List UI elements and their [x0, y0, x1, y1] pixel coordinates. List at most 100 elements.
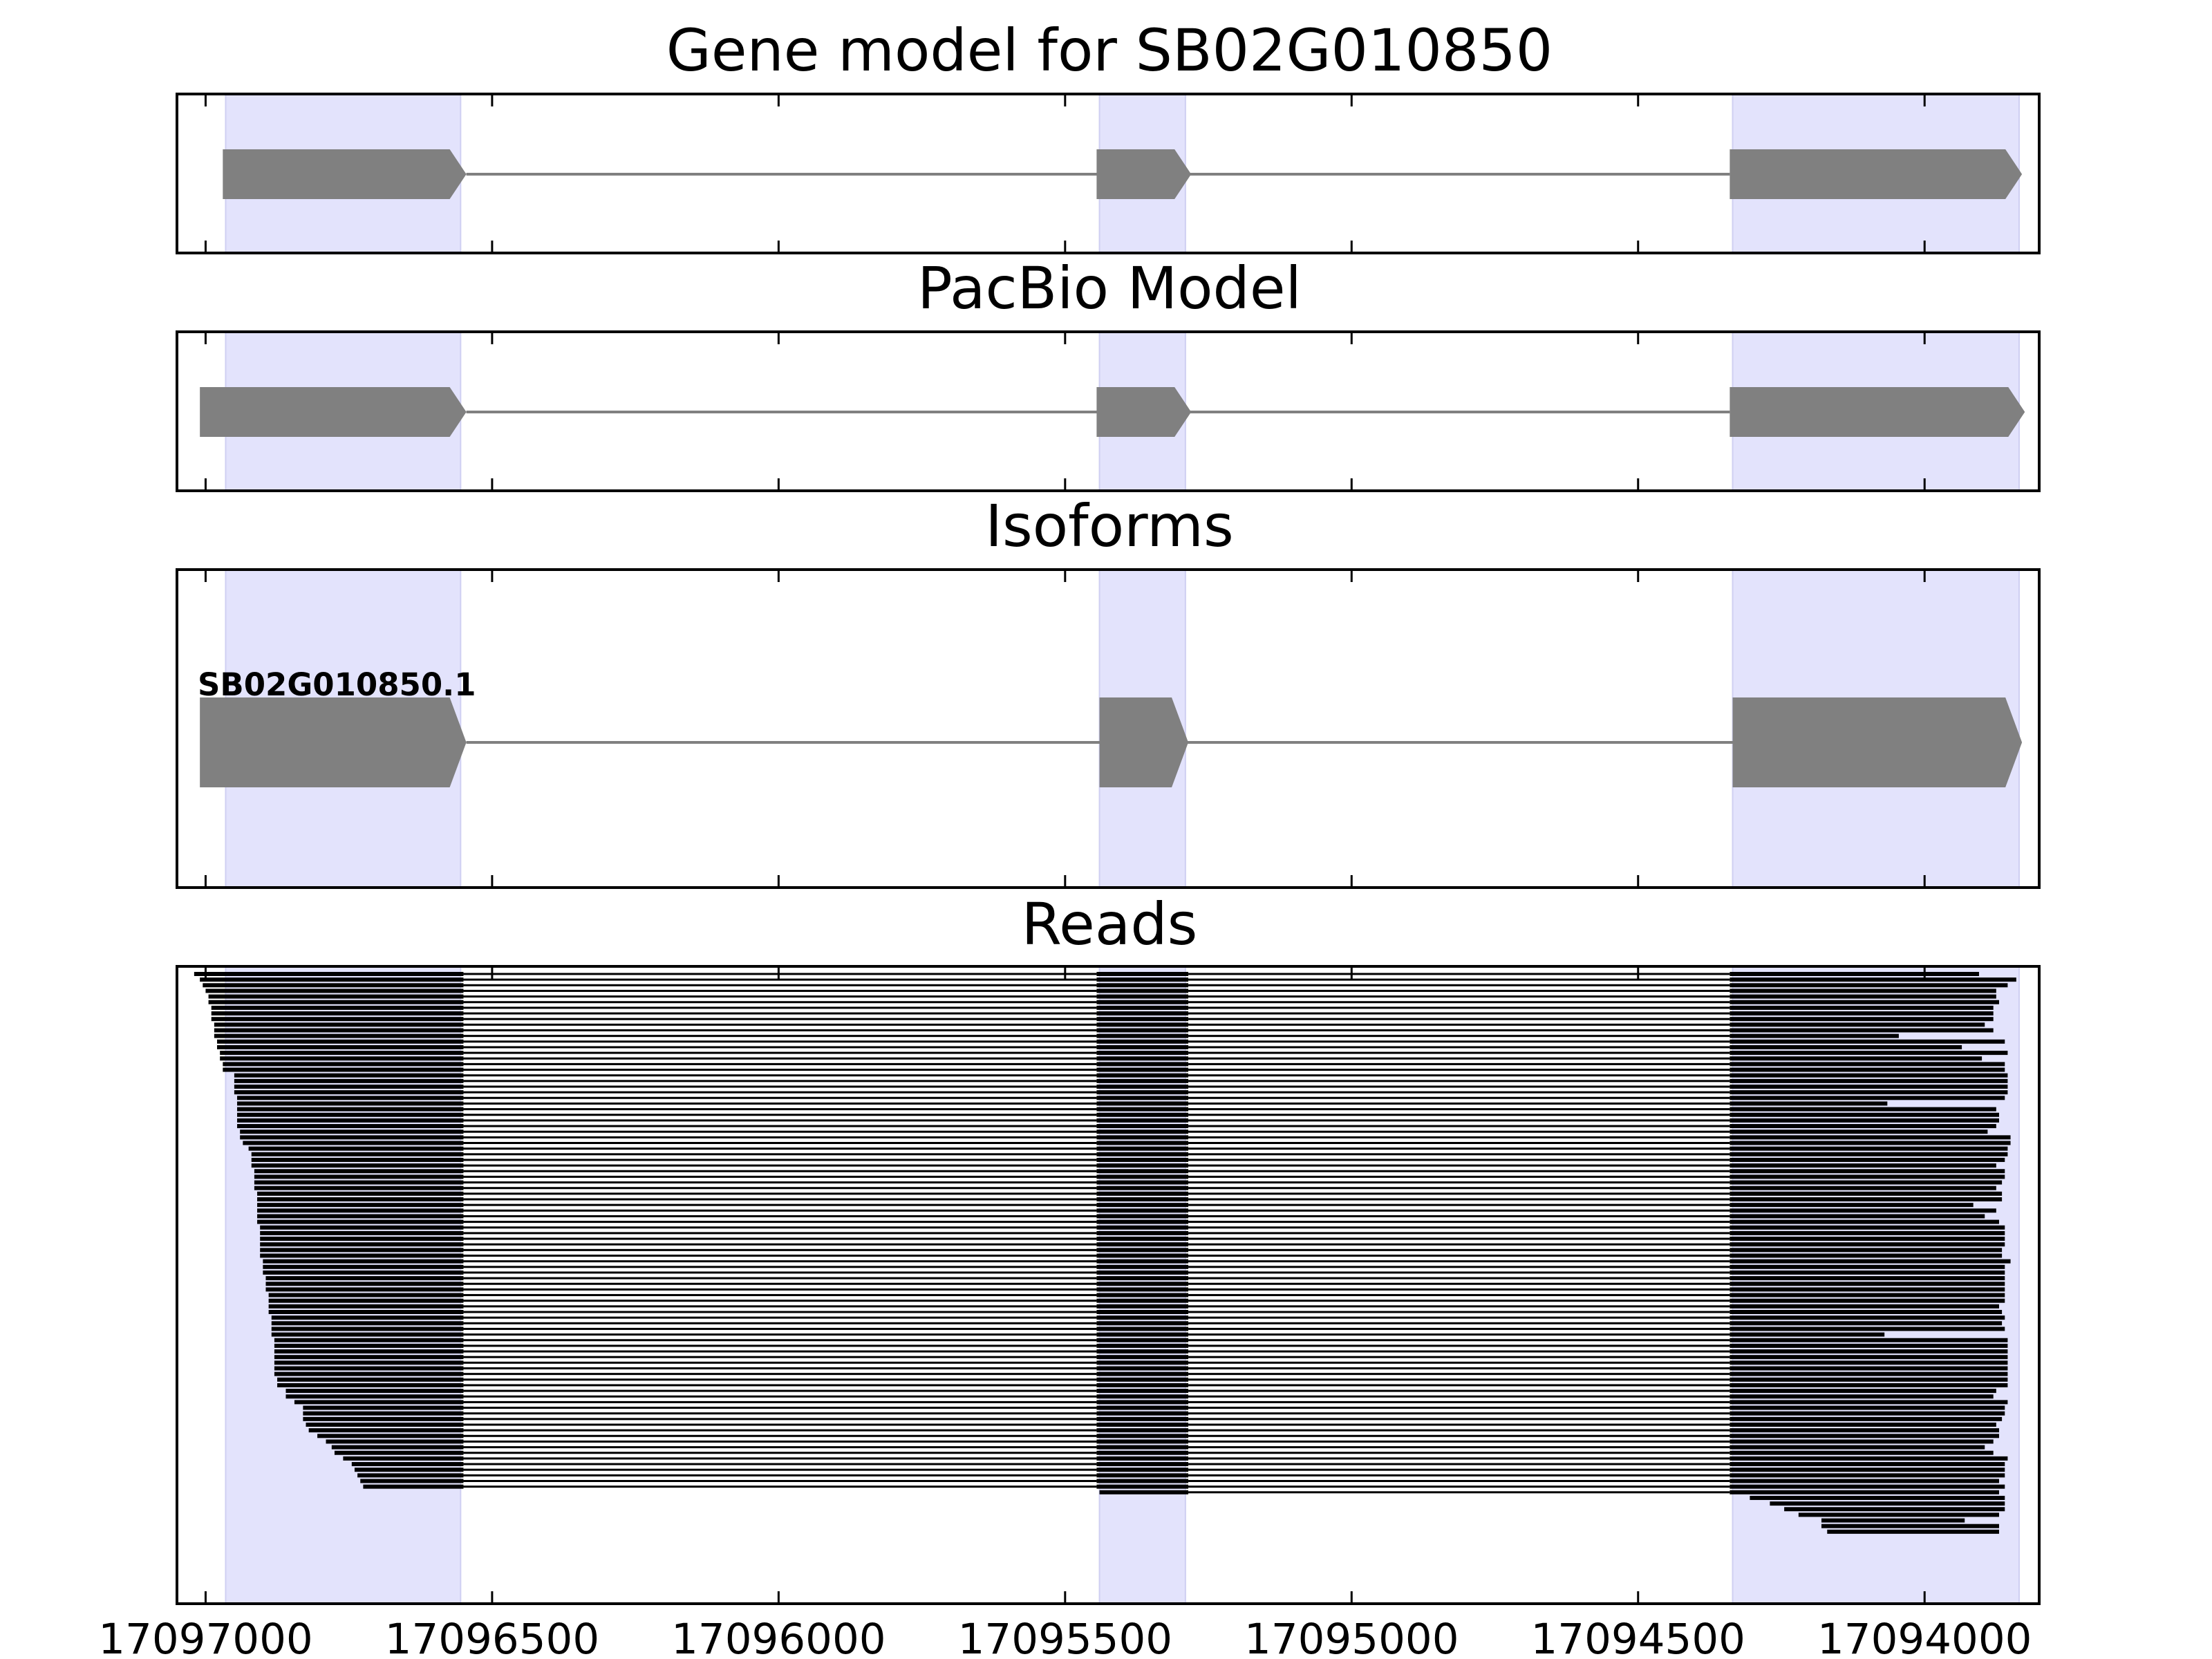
read-exon3: [1730, 1428, 1999, 1433]
read-68: [274, 1349, 2008, 1354]
read-exon2: [1096, 1428, 1189, 1433]
read-exon3: [1730, 1152, 2008, 1156]
read-intron1: [463, 1480, 1097, 1482]
read-intron1: [463, 1051, 1097, 1054]
read-exon2: [1096, 1000, 1189, 1004]
read-54: [263, 1270, 2005, 1275]
read-88: [351, 1462, 2005, 1467]
read-exon1: [317, 1434, 464, 1438]
read-exon1: [234, 1085, 464, 1089]
read-47: [260, 1230, 2005, 1235]
read-exon3: [1730, 1203, 1974, 1208]
read-exon2: [1096, 1321, 1189, 1326]
read-exon1: [271, 1327, 464, 1331]
read-exon3: [1730, 1360, 2008, 1365]
read-intron2: [1188, 1057, 1730, 1060]
read-exon1: [331, 1445, 464, 1450]
read-intron1: [463, 1412, 1097, 1415]
read-exon2: [1096, 1237, 1189, 1241]
read-exon2: [1096, 1434, 1189, 1438]
read-41: [257, 1197, 2003, 1201]
read-exon2: [1096, 1400, 1189, 1405]
read-intron1: [463, 1434, 1097, 1437]
read-intron2: [1188, 1102, 1730, 1105]
read-exon1: [260, 1225, 464, 1230]
read-exon1: [268, 1293, 464, 1297]
read-exon3: [1730, 1067, 2005, 1072]
read-exon1: [203, 983, 464, 988]
read-exon3: [1730, 1439, 1994, 1444]
read-exon2: [1096, 1366, 1189, 1371]
read-exon3: [1730, 1090, 2008, 1095]
read-exon3: [1730, 1377, 2008, 1382]
read-intron1: [463, 1096, 1097, 1099]
read-exon1: [237, 1096, 464, 1100]
read-exon3: [1730, 1101, 1888, 1106]
read-exon1: [271, 1315, 464, 1320]
read-exon2: [1096, 1304, 1189, 1309]
read-exon3: [1730, 1225, 2005, 1230]
read-21: [234, 1085, 2008, 1089]
read-49: [260, 1242, 2005, 1247]
read-exon2: [1096, 1011, 1189, 1016]
read-exon2: [1096, 1163, 1189, 1168]
read-intron1: [463, 1181, 1097, 1184]
read-exon2: [1096, 1022, 1189, 1027]
read-exon1: [308, 1428, 464, 1433]
read-exon3: [1730, 1276, 2005, 1281]
read-intron1: [463, 989, 1097, 992]
read-exon1: [271, 1332, 464, 1337]
read-intron2: [1188, 1457, 1730, 1460]
panel-frame: [176, 93, 2041, 254]
read-exon2: [1096, 1203, 1189, 1208]
read-exon3: [1730, 1473, 2005, 1478]
read-exon2: [1096, 1112, 1189, 1117]
read-exon2: [1096, 1056, 1189, 1061]
read-29: [240, 1130, 1988, 1134]
read-intron1: [463, 1170, 1097, 1172]
read-75: [285, 1389, 1996, 1394]
read-intron1: [463, 1339, 1097, 1342]
read-exon1: [274, 1343, 464, 1348]
read-87: [343, 1456, 2008, 1461]
x-tick-label: 17094500: [1531, 1615, 1745, 1659]
read-100: [1827, 1529, 1999, 1534]
read-exon3: [1730, 1327, 2005, 1331]
exon-block-1: [200, 387, 467, 437]
tick-layer: [204, 966, 1926, 1604]
read-intron2: [1188, 1164, 1730, 1167]
read-exon2: [1096, 1371, 1189, 1376]
read-exon2: [1096, 1416, 1189, 1421]
read-intron1: [463, 1069, 1097, 1071]
read-intron1: [463, 1463, 1097, 1465]
read-exon3: [1821, 1518, 1965, 1523]
read-exon3: [1730, 1468, 2005, 1472]
read-intron2: [1188, 984, 1730, 986]
read-intron1: [463, 1023, 1097, 1026]
read-intron2: [1188, 1108, 1730, 1111]
read-exon2: [1096, 1315, 1189, 1320]
read-intron1: [463, 1142, 1097, 1144]
read-exon1: [274, 1371, 464, 1376]
read-intron2: [1188, 1367, 1730, 1369]
read-32: [248, 1146, 2008, 1151]
read-9: [211, 1017, 1994, 1022]
read-intron2: [1188, 1288, 1730, 1291]
pacbio-feature-layer: [200, 387, 2025, 437]
exon-block-2: [1099, 697, 1189, 787]
read-exon2: [1096, 1039, 1189, 1044]
x-tick-label: 17096500: [385, 1615, 599, 1659]
read-10: [214, 1022, 1985, 1027]
read-exon3: [1730, 1180, 2003, 1185]
read-intron2: [1188, 1452, 1730, 1454]
read-78: [303, 1405, 2005, 1410]
read-45: [257, 1219, 1999, 1224]
panel-gene-model: [176, 93, 2041, 254]
exon-block-3: [1732, 697, 2023, 787]
read-exon2: [1096, 983, 1189, 988]
read-exon1: [237, 1112, 464, 1117]
read-intron2: [1188, 1232, 1730, 1235]
read-exon3: [1730, 1382, 2008, 1387]
read-exon3: [1730, 994, 1996, 999]
